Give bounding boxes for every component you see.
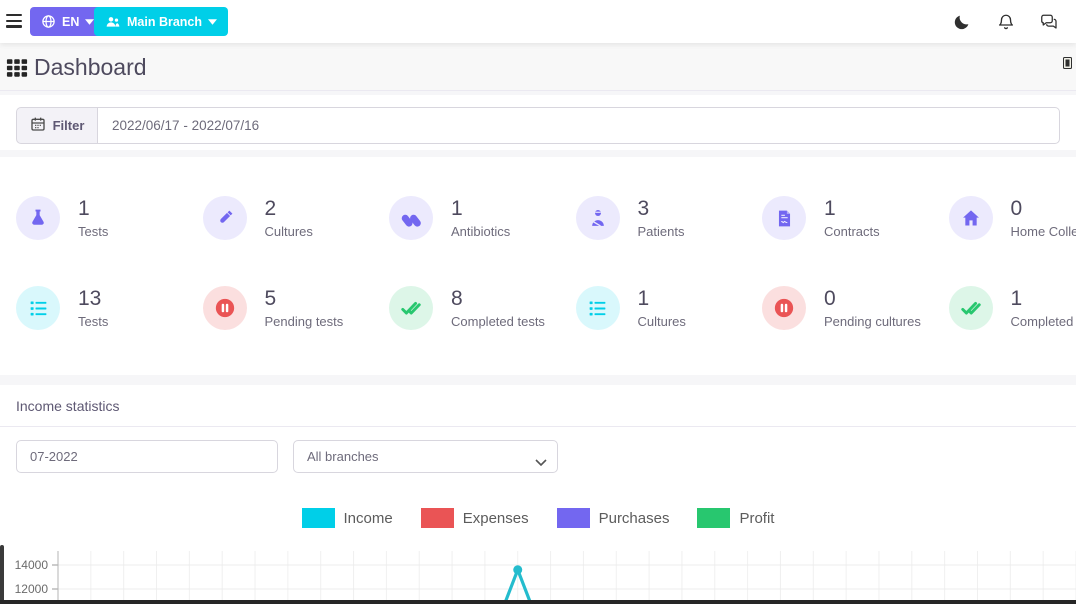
page-title: Dashboard [34,54,147,80]
stat-completed-tests: 8 Completed tests [389,286,576,330]
pause-circle-icon [202,286,247,330]
stat-label: Contracts [824,224,880,240]
legend-swatch [301,508,335,528]
stat-label: Cultures [264,224,313,240]
filter-prepend: Filter [16,107,97,144]
branch-dropdown-button[interactable]: Main Branch [94,7,229,36]
pills-icon [389,196,433,240]
menu-toggle-icon[interactable] [6,14,22,29]
stat-value: 13 [78,286,102,310]
stat-cultures-total: 1 Cultures [575,286,763,330]
date-range-input[interactable] [97,107,1060,144]
legend-item-expenses[interactable]: Expenses [420,508,529,528]
stat-label: Tests [78,224,109,240]
stat-label: Pending tests [264,314,344,330]
page-header: Dashboard [0,43,1076,91]
stat-value: 8 [451,286,463,310]
filter-card: Filter [0,95,1076,150]
stat-patients: 3 Patients [575,196,763,240]
patient-icon [575,196,620,240]
stat-value: 1 [78,196,90,220]
stat-value: 0 [824,286,836,310]
stat-pending-tests: 5 Pending tests [202,286,390,330]
filter-label: Filter [52,118,85,133]
legend-swatch [697,508,731,528]
contract-icon [762,196,806,240]
stat-completed-cultures: 1 Completed cultures [948,286,1076,330]
language-dropdown-button[interactable]: EN [30,7,106,36]
stat-value: 0 [1010,196,1023,220]
chart-legend: Income Expenses Purchases Profit [0,508,1076,528]
stat-tests: 1 Tests [16,196,203,240]
svg-text:12000: 12000 [15,582,49,596]
svg-text:14000: 14000 [15,558,49,572]
list-icon [16,286,60,330]
divider [0,426,1076,427]
dashboard-grid-icon [6,57,28,84]
date-filter-group: Filter [16,107,1060,144]
double-check-icon [389,286,433,330]
caret-down-icon [85,18,95,25]
branch-select[interactable]: All branches [293,440,558,473]
pause-circle-icon [762,286,806,330]
stat-antibiotics: 1 Antibiotics [389,196,576,240]
legend-label: Expenses [462,509,529,527]
flask-icon [16,196,60,240]
caret-down-icon [208,18,218,25]
month-picker-input[interactable] [16,440,278,473]
language-label: EN [62,14,80,29]
double-check-icon [948,286,993,330]
branch-label: Main Branch [127,14,203,29]
income-section-title: Income statistics [16,398,120,414]
stat-value: 1 [1010,286,1023,310]
horizontal-scrollbar[interactable] [0,600,1076,604]
stat-label: Completed tests [451,314,545,330]
dark-mode-moon-icon[interactable] [953,13,971,31]
branch-select-wrap: All branches [293,440,558,473]
calendar-icon [30,116,46,135]
stat-label: Tests [78,314,109,330]
stat-label: Pending cultures [824,314,921,330]
stats-row-1: 1 Tests 2 Cultures 1 Antibiotics [16,196,1076,240]
vial-icon [202,196,247,240]
stat-value: 3 [637,196,650,220]
home-icon [948,196,993,240]
vertical-scrollbar[interactable] [0,545,4,604]
stat-value: 1 [637,286,650,310]
stat-value: 5 [264,286,277,310]
legend-label: Profit [739,509,775,527]
legend-item-profit[interactable]: Profit [697,508,774,528]
income-statistics-card: Income statistics All branches Income Ex… [0,385,1076,604]
legend-swatch [420,508,454,528]
stat-label: Completed cultures [1010,314,1076,330]
stat-value: 1 [451,196,463,220]
stats-card: 1 Tests 2 Cultures 1 Antibiotics [0,157,1076,375]
legend-label: Purchases [598,509,670,527]
stat-contracts: 1 Contracts [762,196,949,240]
branch-icon [105,14,121,30]
notifications-bell-icon[interactable] [997,13,1015,31]
stat-tests-total: 13 Tests [16,286,203,330]
stat-cultures: 2 Cultures [202,196,390,240]
legend-label: Income [343,509,393,527]
stat-home-collection: 0 Home Collection [948,196,1076,240]
stats-row-2: 13 Tests 5 Pending tests 8 Completed tes… [16,286,1076,330]
legend-item-purchases[interactable]: Purchases [556,508,670,528]
stat-label: Antibiotics [451,224,511,240]
stat-value: 2 [264,196,277,220]
stat-label: Home Collection [1010,224,1076,240]
stat-value: 1 [824,196,836,220]
topbar: EN Main Branch [0,0,1076,43]
legend-item-income[interactable]: Income [301,508,393,528]
messages-chat-icon[interactable] [1039,13,1057,31]
legend-swatch [556,508,590,528]
stat-label: Patients [637,224,685,240]
stat-label: Cultures [637,314,686,330]
list-icon [575,286,620,330]
income-line-chart: 14000 12000 [15,551,1076,604]
header-edge-button[interactable] [1063,57,1072,69]
stat-pending-cultures: 0 Pending cultures [762,286,949,330]
globe-icon [41,14,56,29]
